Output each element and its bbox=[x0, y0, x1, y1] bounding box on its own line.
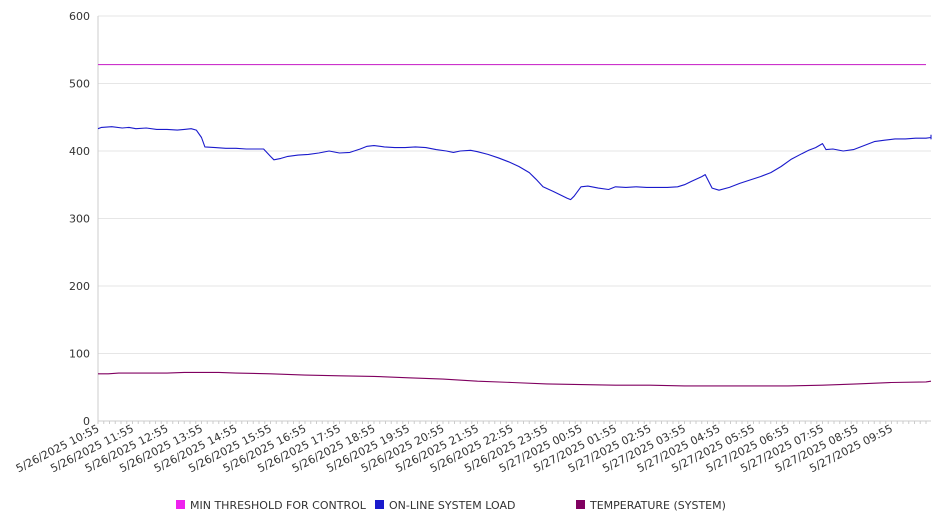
legend-swatch bbox=[576, 500, 585, 509]
y-tick-label: 600 bbox=[69, 10, 90, 23]
y-tick-label: 400 bbox=[69, 145, 90, 158]
legend-swatch bbox=[176, 500, 185, 509]
y-tick-label: 300 bbox=[69, 213, 90, 226]
legend-label: ON-LINE SYSTEM LOAD bbox=[389, 499, 515, 512]
y-tick-label: 500 bbox=[69, 78, 90, 91]
axes bbox=[97, 16, 931, 424]
x-axis-tick-labels: 5/26/2025 10:555/26/2025 11:555/26/2025 … bbox=[14, 422, 895, 475]
series-lines bbox=[97, 64, 932, 387]
legend-label: TEMPERATURE (SYSTEM) bbox=[589, 499, 726, 512]
series-line-1 bbox=[97, 126, 932, 201]
y-tick-label: 100 bbox=[69, 348, 90, 361]
gridlines bbox=[98, 15, 931, 422]
y-axis-tick-labels: 0 100 200 300 400 500 600 bbox=[69, 10, 90, 428]
y-tick-label: 200 bbox=[69, 280, 90, 293]
y-tick-label: 0 bbox=[83, 415, 90, 428]
legend: MIN THRESHOLD FOR CONTROL ON-LINE SYSTEM … bbox=[176, 499, 726, 512]
series-line-2 bbox=[98, 371, 932, 387]
legend-swatch bbox=[375, 500, 384, 509]
legend-label: MIN THRESHOLD FOR CONTROL bbox=[190, 499, 367, 512]
